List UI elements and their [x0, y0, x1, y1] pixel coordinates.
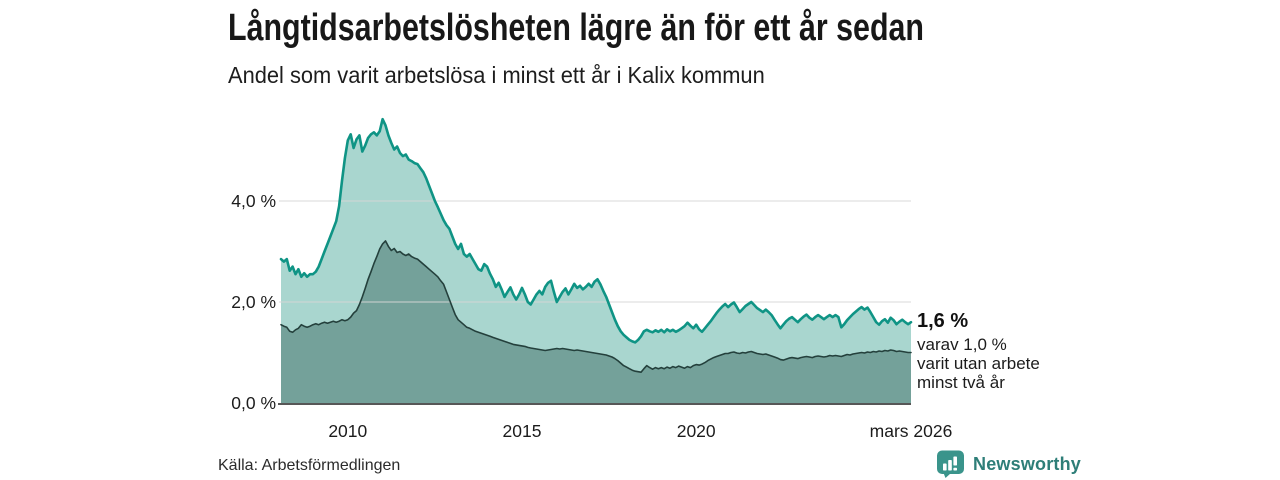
- x-tick-label: 2015: [503, 421, 542, 441]
- area-fill-1: [281, 240, 911, 403]
- annotation-line: minst två år: [917, 373, 1005, 392]
- end-value-annotation: 1,6 % varav 1,0 % varit utan arbete mins…: [917, 310, 1040, 392]
- newsworthy-wordmark: Newsworthy: [973, 453, 1082, 474]
- series-line-0: [279, 117, 913, 344]
- y-tick-label: 4,0 %: [231, 191, 276, 211]
- page-title: Långtidsarbetslösheten lägre än för ett …: [228, 7, 924, 49]
- end-value-total: 1,6 %: [917, 310, 969, 332]
- y-tick-label: 2,0 %: [231, 292, 276, 312]
- annotation-line: varav 1,0 %: [917, 335, 1007, 354]
- source-note: Källa: Arbetsförmedlingen: [218, 457, 401, 474]
- x-tick-label: 2020: [677, 421, 716, 441]
- x-tick-label: 2010: [328, 421, 367, 441]
- newsworthy-bubble-barchart-icon: [937, 450, 964, 478]
- y-tick-label: 0,0 %: [231, 393, 276, 413]
- newsworthy-logo: Newsworthy: [936, 450, 1081, 478]
- annotation-line: varit utan arbete: [917, 354, 1040, 373]
- x-tick-label: mars 2026: [870, 421, 953, 441]
- series-line-1: [280, 240, 912, 373]
- chart-subtitle: Andel som varit arbetslösa i minst ett å…: [228, 62, 765, 88]
